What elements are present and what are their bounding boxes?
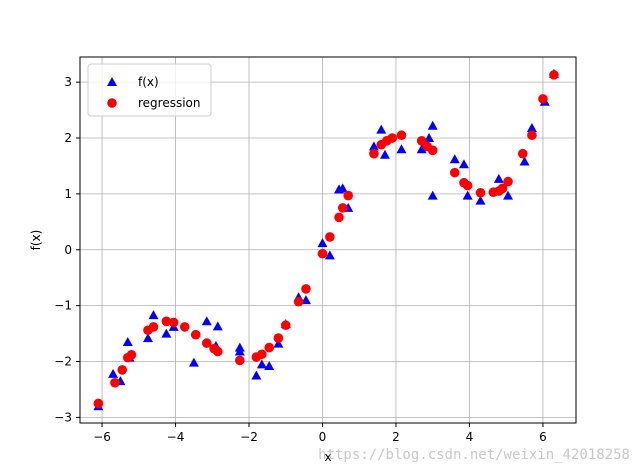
data-point-triangle — [462, 190, 473, 200]
y-tick-label: 0 — [64, 243, 72, 257]
data-point-triangle — [317, 238, 328, 248]
data-point-triangle — [148, 310, 159, 320]
data-point-circle — [93, 398, 104, 409]
data-point-triangle — [251, 370, 262, 380]
data-point-circle — [449, 167, 460, 178]
data-point-circle — [201, 338, 212, 348]
series-regression — [93, 70, 559, 409]
data-point-triangle — [201, 316, 212, 326]
data-point-triangle — [142, 333, 153, 343]
watermark-text: https://blog.csdn.net/weixin_42018258 — [318, 447, 630, 463]
data-point-circle — [190, 329, 201, 340]
data-point-circle — [126, 350, 137, 360]
y-axis-label: f(x) — [29, 230, 43, 251]
data-point-triangle — [449, 154, 460, 164]
data-point-circle — [264, 342, 275, 353]
data-point-circle — [343, 190, 354, 201]
data-point-circle — [396, 130, 407, 141]
data-point-circle — [257, 349, 267, 360]
data-point-circle — [317, 248, 328, 259]
data-point-circle — [549, 70, 559, 80]
data-point-circle — [517, 148, 528, 159]
data-point-triangle — [427, 120, 438, 130]
data-point-triangle — [212, 321, 223, 331]
legend: f(x) regression — [87, 63, 212, 117]
data-point-triangle — [475, 195, 486, 205]
data-point-circle — [538, 94, 548, 104]
y-tick-label: 3 — [64, 75, 72, 89]
y-tick-label: 2 — [64, 131, 72, 145]
y-tick-label: 1 — [64, 187, 72, 201]
data-point-circle — [212, 346, 223, 357]
x-axis-label: x — [324, 450, 331, 464]
axis-ticks: −6 −4 −2 0 2 4 6 −3 −2 −1 0 1 2 3 — [54, 75, 546, 444]
data-point-triangle — [503, 190, 514, 200]
data-point-triangle — [379, 149, 390, 159]
data-point-circle — [387, 133, 398, 143]
data-point-circle — [527, 130, 537, 141]
data-point-triangle — [424, 133, 435, 143]
x-tick-label: 6 — [539, 430, 547, 444]
data-point-circle — [325, 232, 335, 242]
x-tick-label: −4 — [167, 430, 185, 444]
y-tick-label: −1 — [54, 299, 72, 313]
data-point-triangle — [300, 295, 311, 305]
data-point-triangle — [161, 328, 172, 338]
data-point-circle — [273, 333, 284, 343]
plot-frame — [79, 56, 577, 424]
data-point-circle — [503, 176, 513, 187]
data-point-triangle — [264, 361, 275, 371]
data-point-circle — [161, 316, 172, 327]
data-point-triangle — [108, 368, 119, 378]
x-tick-label: 4 — [466, 430, 474, 444]
x-tick-label: 0 — [319, 430, 327, 444]
data-point-circle — [117, 365, 128, 375]
data-point-triangle — [337, 183, 348, 193]
data-point-triangle — [458, 159, 469, 169]
data-point-triangle — [122, 336, 133, 346]
data-point-triangle — [526, 122, 537, 132]
data-point-triangle — [427, 190, 438, 200]
y-tick-label: −2 — [54, 355, 72, 369]
data-point-circle — [148, 322, 159, 332]
data-point-circle — [179, 322, 190, 332]
data-point-triangle — [273, 338, 284, 348]
data-point-circle — [301, 284, 311, 294]
x-tick-label: −6 — [93, 430, 111, 444]
data-point-triangle — [234, 346, 245, 356]
data-point-triangle — [396, 144, 407, 154]
legend-marker-triangle — [107, 77, 117, 86]
data-points — [93, 68, 559, 411]
data-point-triangle — [519, 156, 530, 166]
data-point-circle — [475, 187, 486, 198]
x-tick-label: 2 — [392, 430, 400, 444]
grid-lines — [80, 57, 576, 423]
legend-label: regression — [138, 96, 201, 110]
data-point-circle — [369, 148, 379, 159]
data-point-circle — [280, 320, 291, 331]
data-point-triangle — [376, 124, 387, 134]
data-point-circle — [334, 212, 344, 223]
data-point-triangle — [188, 357, 199, 367]
data-point-circle — [427, 145, 438, 156]
data-point-triangle — [368, 141, 379, 151]
data-point-circle — [497, 183, 508, 194]
data-point-triangle — [493, 173, 504, 183]
data-point-triangle — [324, 250, 335, 260]
legend-label: f(x) — [138, 75, 159, 89]
data-point-triangle — [256, 359, 267, 369]
x-tick-label: −2 — [240, 430, 258, 444]
data-point-triangle — [416, 144, 427, 154]
data-point-circle — [337, 203, 348, 213]
data-point-circle — [293, 296, 304, 307]
data-point-circle — [168, 317, 179, 328]
data-point-circle — [235, 355, 245, 366]
y-tick-label: −3 — [54, 410, 72, 424]
legend-box — [87, 63, 212, 117]
legend-marker-circle — [107, 98, 117, 108]
data-point-circle — [110, 377, 120, 388]
data-point-circle — [462, 180, 473, 191]
